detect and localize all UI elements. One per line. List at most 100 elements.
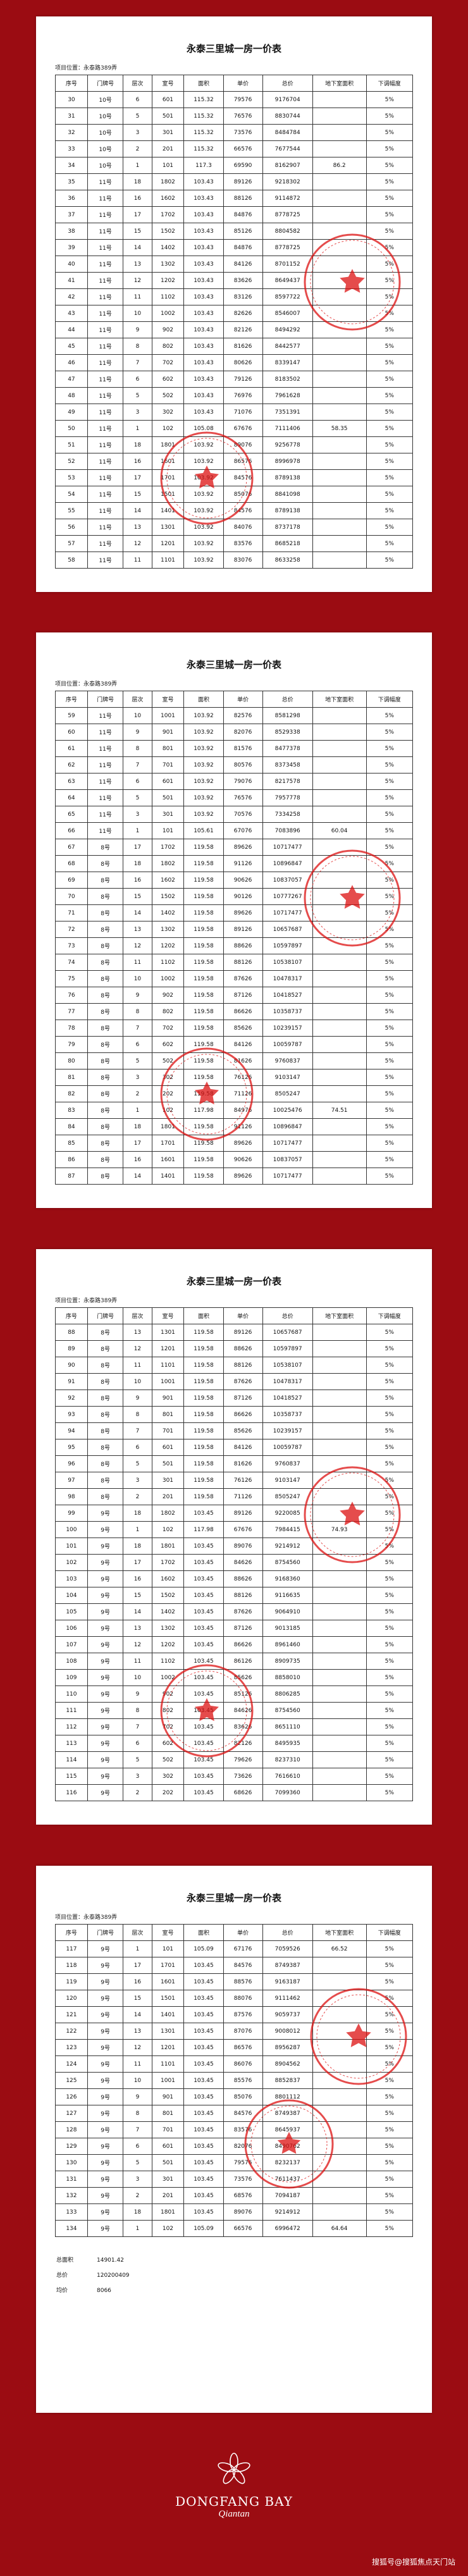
table-cell: 3 [123, 404, 152, 421]
table-cell: 8号 [87, 1118, 124, 1135]
table-cell: 87126 [223, 1620, 263, 1637]
table-cell: 10777267 [262, 888, 313, 905]
table-cell: 5% [366, 1784, 413, 1801]
table-cell: 11号 [87, 552, 124, 569]
table-row: 67 8号 17 1702 119.58 89626 10717477 5% [55, 839, 413, 856]
table-cell: 11号 [87, 773, 124, 790]
table-cell: 11号 [87, 223, 124, 240]
table-cell: 118 [55, 1957, 88, 1974]
table-cell: 81576 [223, 740, 263, 757]
table-cell: 10657687 [262, 921, 313, 938]
table-cell: 5% [366, 839, 413, 856]
table-cell: 15 [123, 888, 152, 905]
page: 永泰三里城一房一价表 项目位置：永泰路389弄 序号 门牌号 层次 室号 面积 单价 总价 地下室… [36, 1249, 432, 1825]
table-cell: 15 [123, 1990, 152, 2007]
table-cell: 72 [55, 921, 88, 938]
table-cell: 1802 [151, 173, 185, 190]
table-cell [312, 756, 367, 773]
table-cell: 8830744 [262, 108, 313, 125]
table-cell [312, 724, 367, 741]
table-cell: 8号 [87, 1151, 124, 1168]
table-cell: 11号 [87, 436, 124, 453]
table-row: 30 10号 6 601 115.32 79576 9176704 5% [55, 91, 413, 108]
table-cell [312, 970, 367, 987]
table-row: 45 11号 8 802 103.43 81626 8442577 5% [55, 338, 413, 355]
table-cell: 115.32 [183, 108, 224, 125]
table-cell: 117.98 [183, 1102, 224, 1119]
table-cell: 100 [55, 1521, 88, 1538]
table-cell: 8597722 [262, 288, 313, 305]
table-cell: 10717477 [262, 1168, 313, 1185]
table-cell: 103.43 [183, 288, 224, 305]
table-cell: 13 [123, 1324, 152, 1341]
table-cell: 84976 [223, 1102, 263, 1119]
table-cell: 8495935 [262, 1735, 313, 1752]
table-row: 125 9号 10 1001 103.45 85576 8852837 5% [55, 2072, 413, 2089]
table-cell: 119.58 [183, 1324, 224, 1341]
table-cell: 1801 [151, 436, 185, 453]
table-cell: 103.45 [183, 2138, 224, 2155]
table-cell: 1601 [151, 453, 185, 470]
table-row: 44 11号 9 902 103.43 82126 8494292 5% [55, 321, 413, 338]
table-cell: 12 [123, 272, 152, 289]
table-row: 99 9号 18 1802 103.45 89126 9220085 5% [55, 1505, 413, 1522]
table-cell: 8442577 [262, 338, 313, 355]
table-row: 108 9号 11 1102 103.45 86126 8909735 5% [55, 1653, 413, 1670]
table-cell: 85076 [223, 2088, 263, 2105]
table-cell: 7 [123, 2121, 152, 2138]
table-cell: 1 [123, 822, 152, 839]
table-cell: 11 [123, 1357, 152, 1374]
table-cell [312, 239, 367, 256]
table-cell: 75 [55, 970, 88, 987]
table-cell: 5% [366, 519, 413, 536]
table-cell [312, 1135, 367, 1152]
table-cell: 1202 [151, 1636, 185, 1653]
table-cell: 103.43 [183, 354, 224, 371]
table-cell: 7961628 [262, 387, 313, 404]
table-cell: 1301 [151, 1324, 185, 1341]
column-header: 室号 [151, 75, 185, 92]
table-cell: 119.58 [183, 1003, 224, 1020]
table-cell: 6 [123, 2138, 152, 2155]
table-row: 133 9号 18 1801 103.45 89076 9214912 5% [55, 2203, 413, 2221]
table-cell: 8号 [87, 1472, 124, 1489]
table-cell: 8490762 [262, 2138, 313, 2155]
table-cell: 12 [123, 2039, 152, 2056]
table-cell: 5% [366, 239, 413, 256]
table-cell: 301 [151, 1472, 185, 1489]
table-cell: 84076 [223, 519, 263, 536]
table-cell: 66 [55, 822, 88, 839]
table-row: 71 8号 14 1402 119.58 89626 10717477 5% [55, 904, 413, 921]
table-cell: 9 [123, 2088, 152, 2105]
table-cell [312, 2088, 367, 2105]
table-cell: 8号 [87, 987, 124, 1004]
table-cell [312, 2187, 367, 2204]
table-cell [312, 1036, 367, 1053]
table-cell [312, 288, 367, 305]
table-cell: 11号 [87, 420, 124, 437]
summary-value: 14901.42 [97, 2257, 124, 2264]
table-cell: 11号 [87, 806, 124, 823]
table-cell: 9号 [87, 1636, 124, 1653]
table-cell: 2 [123, 1085, 152, 1102]
table-cell: 114 [55, 1751, 88, 1768]
table-cell: 11号 [87, 740, 124, 757]
table-cell: 88126 [223, 190, 263, 207]
table-cell: 8号 [87, 1340, 124, 1357]
table-cell: 5% [366, 2023, 413, 2040]
table-cell: 86626 [223, 1003, 263, 1020]
table-cell: 79626 [223, 1751, 263, 1768]
table-cell: 103.43 [183, 272, 224, 289]
table-cell: 1 [123, 1102, 152, 1119]
table-cell: 103.45 [183, 2121, 224, 2138]
table-cell: 80 [55, 1052, 88, 1069]
table-cell: 5% [366, 535, 413, 552]
table-row: 52 11号 16 1601 103.92 86576 8996978 5% [55, 453, 413, 470]
table-cell: 5% [366, 1505, 413, 1522]
table-cell: 44 [55, 321, 88, 338]
page-title: 永泰三里城一房一价表 [186, 1892, 281, 1904]
table-cell: 8581298 [262, 707, 313, 724]
brand: DONGFANG BAY Qiantan [0, 2451, 468, 2520]
table-cell: 82076 [223, 2138, 263, 2155]
table-cell: 119.58 [183, 1357, 224, 1374]
